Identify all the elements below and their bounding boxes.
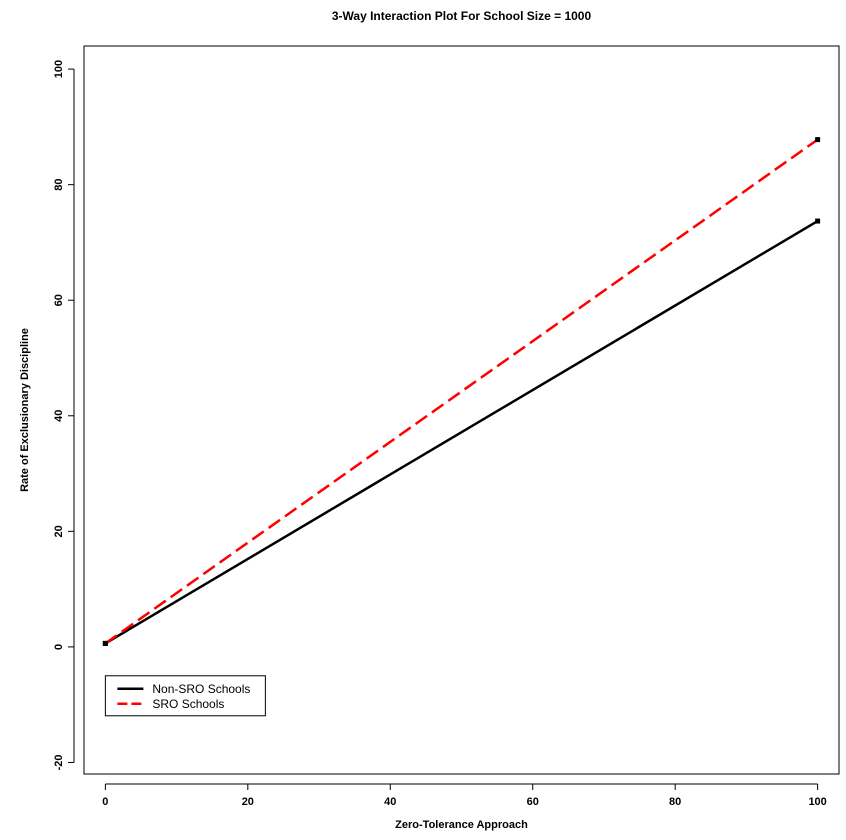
x-tick-label: 80 [669,796,681,808]
plot-frame [83,45,840,775]
series-line-1 [104,219,819,645]
legend-label-1: Non-SRO Schools [152,682,250,696]
y-tick-label: 60 [53,294,65,306]
series-point [102,640,108,646]
series-point [815,218,821,224]
x-tick-label: 100 [808,796,826,808]
legend-box [104,675,266,717]
x-tick-label: 0 [102,796,108,808]
x-tick-label: 60 [527,796,539,808]
y-tick-label: 80 [53,179,65,191]
y-axis-label: Rate of Exclusionary Discipline [19,328,31,492]
x-axis-label: Zero-Tolerance Approach [395,819,528,831]
y-tick-label: -20 [53,754,65,770]
y-tick-label: 40 [53,410,65,422]
series-point [815,137,821,143]
x-axis: 0 20 40 60 80 100 [102,783,827,808]
y-tick-label: 0 [53,644,65,650]
x-tick-label: 20 [242,796,254,808]
series-line-2 [104,138,819,645]
chart-title: 3-Way Interaction Plot For School Size =… [332,9,592,23]
x-tick-label: 40 [384,796,396,808]
y-tick-label: 20 [53,525,65,537]
series-layer [102,137,821,646]
y-axis: -20 0 20 40 60 80 100 [53,60,75,770]
y-tick-label: 100 [53,60,65,78]
legend-label-2: SRO Schools [152,697,224,711]
